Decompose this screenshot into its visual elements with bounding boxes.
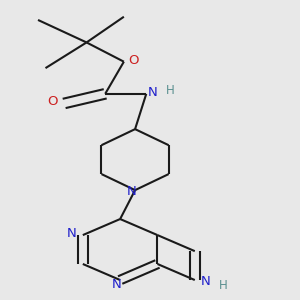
Text: N: N xyxy=(201,275,211,288)
Text: N: N xyxy=(148,86,158,99)
Text: N: N xyxy=(112,278,121,291)
Text: O: O xyxy=(48,95,58,108)
Text: H: H xyxy=(165,84,174,97)
Text: H: H xyxy=(218,279,227,292)
Text: O: O xyxy=(128,54,139,67)
Text: N: N xyxy=(127,185,136,198)
Text: N: N xyxy=(67,227,76,240)
